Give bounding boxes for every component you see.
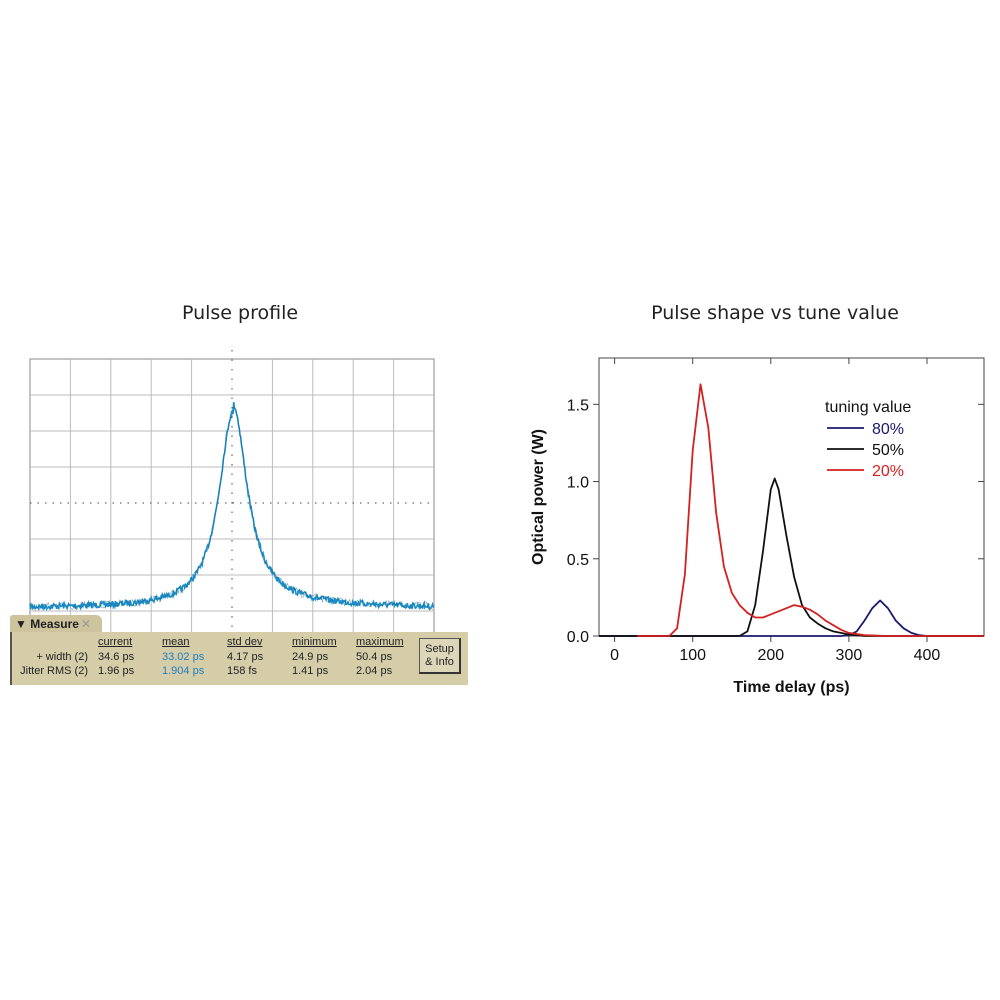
chart-title: Pulse shape vs tune value — [651, 302, 899, 324]
close-x-icon[interactable]: ✕ — [80, 617, 91, 631]
x-axis-label: Time delay (ps) — [733, 679, 849, 696]
setup-line2: & Info — [425, 656, 454, 668]
x-tick-label: 0 — [610, 647, 619, 664]
col-header-std-dev: std dev — [227, 636, 263, 648]
pulse-trace — [29, 401, 435, 612]
legend-label: 20% — [872, 463, 904, 480]
x-tick-label: 400 — [914, 647, 941, 664]
jitter-current: 1.96 ps — [98, 665, 135, 677]
measure-body: current mean std dev minimum maximum + w… — [10, 632, 468, 685]
pulse-trace-noise — [29, 405, 434, 612]
measure-tab[interactable]: ▼ Measure ✕ — [10, 615, 102, 633]
width-std-dev: 4.17 ps — [227, 651, 264, 663]
row-label-width: + width (2) — [36, 651, 88, 663]
width-minimum: 24.9 ps — [292, 651, 329, 663]
width-maximum: 50.4 ps — [356, 651, 393, 663]
y-axis-label: Optical power (W) — [530, 429, 547, 565]
col-header-current: current — [98, 636, 133, 648]
jitter-minimum: 1.41 ps — [292, 665, 329, 677]
measure-panel: ▼ Measure ✕ current mean std dev minimum … — [10, 615, 468, 685]
width-current: 34.6 ps — [98, 651, 135, 663]
y-tick-label: 1.0 — [567, 475, 589, 492]
setup-line1: Setup — [425, 643, 454, 655]
legend-title: tuning value — [825, 399, 911, 416]
series-line-50pct — [599, 477, 984, 637]
col-header-maximum: maximum — [356, 636, 404, 648]
measure-tab-label: Measure — [30, 617, 79, 631]
jitter-maximum: 2.04 ps — [356, 665, 393, 677]
pulse-profile-title: Pulse profile — [181, 302, 299, 324]
col-header-minimum: minimum — [292, 636, 337, 648]
plot-frame — [598, 357, 985, 637]
x-tick-label: 100 — [679, 647, 706, 664]
y-tick-label: 1.5 — [567, 397, 589, 414]
row-label-jitter: Jitter RMS (2) — [20, 665, 88, 677]
series-line-20pct — [637, 383, 984, 637]
col-header-mean: mean — [162, 636, 190, 648]
width-mean: 33.02 ps — [162, 651, 205, 663]
jitter-std-dev: 158 fs — [227, 665, 257, 677]
legend-label: 50% — [872, 442, 904, 459]
x-tick-label: 200 — [757, 647, 784, 664]
jitter-mean: 1.904 ps — [162, 665, 205, 677]
legend-label: 80% — [872, 421, 904, 438]
x-tick-label: 300 — [836, 647, 863, 664]
y-tick-label: 0.0 — [567, 629, 589, 646]
setup-info-button[interactable]: Setup & Info — [419, 638, 461, 674]
y-tick-label: 0.5 — [567, 552, 589, 569]
